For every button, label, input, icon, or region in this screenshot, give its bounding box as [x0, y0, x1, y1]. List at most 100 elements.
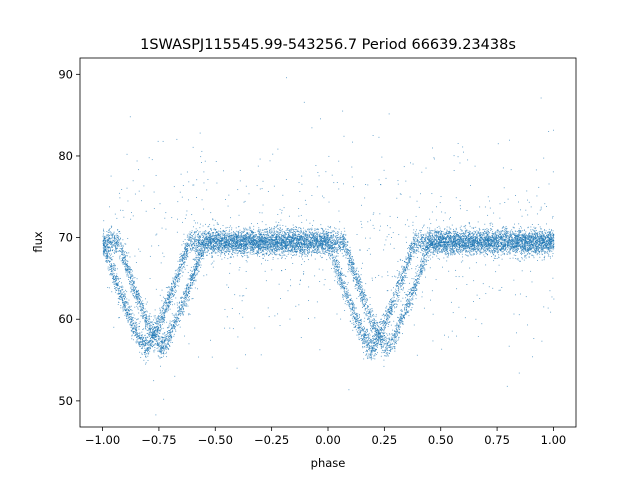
data-point: [272, 235, 274, 236]
data-point: [517, 235, 518, 237]
data-point: [324, 236, 326, 237]
data-point: [158, 339, 159, 340]
data-point: [114, 269, 115, 271]
data-point: [280, 242, 282, 244]
data-point: [503, 239, 505, 241]
data-point: [148, 321, 149, 322]
data-point: [414, 234, 416, 236]
data-point: [477, 245, 479, 247]
data-point: [145, 325, 147, 327]
data-point: [461, 236, 462, 237]
data-point: [292, 244, 294, 246]
data-point: [136, 329, 138, 331]
data-point: [517, 259, 519, 261]
data-point: [140, 296, 142, 298]
data-point: [376, 340, 378, 342]
data-point: [401, 266, 402, 268]
data-point: [184, 246, 186, 248]
data-point: [138, 336, 140, 338]
data-point: [261, 244, 263, 246]
data-point: [111, 267, 113, 269]
data-point: [313, 240, 315, 242]
data-point: [494, 232, 495, 234]
data-point: [530, 249, 532, 251]
data-point: [459, 238, 461, 240]
data-point: [152, 323, 154, 325]
data-point: [549, 234, 551, 236]
data-point: [342, 282, 344, 284]
data-point: [364, 301, 366, 303]
data-point: [366, 341, 368, 343]
data-point: [421, 171, 423, 173]
data-point: [352, 279, 354, 281]
data-point: [278, 222, 280, 223]
data-point: [311, 239, 313, 241]
data-point: [258, 242, 260, 244]
data-point: [156, 320, 157, 322]
data-point: [395, 332, 397, 334]
data-point: [157, 337, 159, 339]
data-point: [180, 315, 182, 317]
data-point: [501, 244, 503, 246]
data-point: [295, 231, 297, 233]
data-point: [195, 222, 197, 224]
data-point: [324, 241, 326, 243]
data-point: [352, 312, 353, 313]
data-point: [508, 241, 509, 243]
data-point: [136, 327, 138, 329]
data-point: [366, 249, 368, 251]
data-point: [444, 212, 446, 214]
data-point: [380, 346, 382, 348]
data-point: [150, 341, 152, 343]
data-point: [418, 251, 420, 253]
data-point: [202, 255, 204, 257]
data-point: [395, 276, 397, 278]
data-point: [425, 244, 427, 246]
data-point: [103, 233, 104, 235]
data-point: [303, 240, 305, 242]
data-point: [492, 250, 493, 252]
data-point: [408, 269, 410, 271]
data-point: [135, 330, 137, 332]
data-point: [519, 260, 521, 262]
data-point: [315, 233, 317, 234]
data-point: [115, 247, 117, 249]
data-point: [359, 328, 361, 330]
data-point: [513, 279, 515, 281]
data-point: [352, 315, 354, 317]
data-point: [341, 241, 342, 242]
data-point: [297, 231, 299, 233]
data-point: [168, 306, 170, 308]
data-point: [435, 279, 437, 281]
data-point: [164, 302, 166, 303]
data-point: [131, 338, 133, 340]
data-point: [238, 250, 240, 252]
data-point: [258, 229, 260, 231]
data-point: [550, 247, 552, 249]
data-point: [119, 291, 121, 293]
data-point: [178, 274, 180, 275]
data-point: [426, 232, 428, 234]
data-point: [136, 297, 137, 299]
data-point: [103, 254, 105, 256]
data-point: [343, 281, 345, 283]
data-point: [337, 266, 339, 268]
data-point: [227, 242, 229, 244]
data-point: [373, 327, 374, 329]
data-point: [380, 225, 381, 227]
data-point: [115, 276, 117, 277]
data-point: [515, 236, 517, 238]
data-point: [478, 244, 480, 246]
data-point: [496, 237, 498, 239]
data-point: [301, 238, 303, 240]
data-point: [181, 254, 183, 256]
data-point: [130, 274, 132, 276]
data-point: [544, 247, 546, 249]
data-point: [519, 245, 521, 247]
data-point: [404, 304, 406, 306]
data-point: [144, 322, 146, 324]
data-point: [138, 343, 140, 344]
data-point: [189, 278, 191, 279]
data-point: [175, 318, 177, 320]
data-point: [266, 230, 268, 232]
